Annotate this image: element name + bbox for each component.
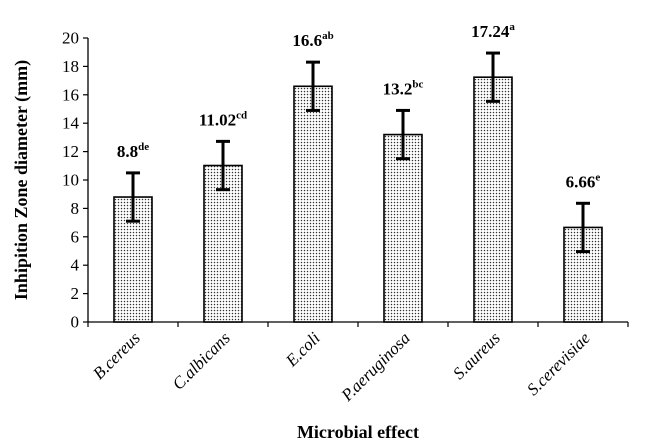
x-category-label: S.aureus — [449, 328, 504, 383]
bar — [473, 76, 513, 323]
plot-area: 0 2 4 6 8 10 12 14 16 18 20 8.8de B.cereus 11.02cd C.a… — [62, 21, 629, 405]
x-category-label: S.cerevisiae — [523, 328, 594, 399]
y-tick-label: 6 — [71, 227, 80, 246]
data-label: 13.2bc — [383, 78, 424, 98]
bar — [203, 164, 243, 323]
y-tick-label: 18 — [62, 57, 79, 76]
x-category-label: E.coli — [281, 328, 324, 371]
y-tick-label: 20 — [62, 29, 79, 48]
y-tick-label: 4 — [71, 256, 80, 275]
x-category-label: B.cereus — [89, 328, 144, 383]
y-tick-label: 14 — [62, 114, 80, 133]
x-category-label: C.albicans — [169, 328, 234, 393]
data-label: 11.02cd — [199, 109, 247, 129]
y-axis-title: Inhipition Zone diameter (mm) — [11, 60, 32, 300]
y-tick-label: 2 — [71, 284, 80, 303]
x-category-label: P.aeruginosa — [337, 328, 414, 405]
data-label: 8.8de — [117, 141, 149, 161]
data-label: 16.6ab — [292, 30, 333, 50]
x-axis-title: Microbial effect — [297, 422, 419, 442]
data-label: 17.24a — [471, 21, 515, 41]
bar — [383, 133, 423, 323]
y-tick-label: 16 — [62, 85, 79, 104]
y-tick-label: 10 — [62, 171, 79, 190]
y-tick-label: 12 — [62, 142, 79, 161]
y-tick-label: 0 — [71, 313, 80, 332]
data-label: 6.66e — [566, 171, 601, 191]
y-tick-label: 8 — [71, 199, 80, 218]
bar — [293, 85, 333, 323]
